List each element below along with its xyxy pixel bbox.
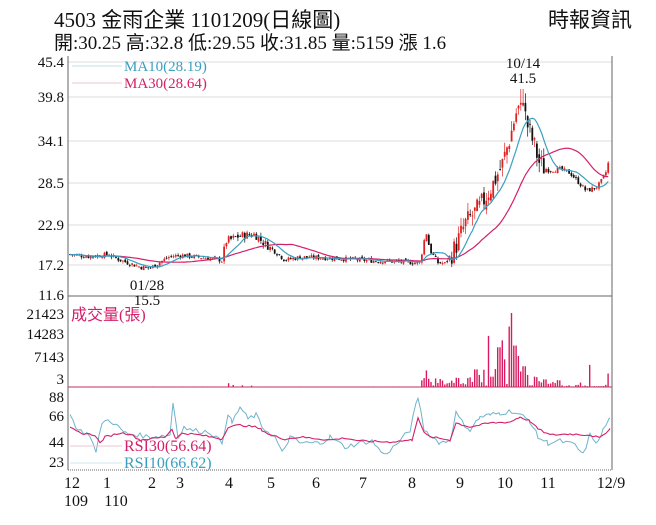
- volume-bars: [69, 313, 609, 387]
- x-tick: 8: [408, 475, 416, 492]
- x-tick: 3: [176, 475, 184, 492]
- high-value-label: 41.5: [510, 71, 536, 87]
- low-value-label: 15.5: [134, 293, 160, 309]
- price-tick: 39.8: [38, 90, 64, 106]
- volume-legend: 成交量(張): [71, 306, 146, 324]
- rsi10-line: [69, 396, 611, 455]
- rsi-tick: 44: [49, 435, 65, 451]
- x-year: 109: [64, 493, 88, 510]
- rsi-tick: 23: [49, 455, 64, 471]
- price-panel: 45.4 39.8 34.1 28.5 22.9 17.2 11.6 MA10(…: [38, 55, 613, 309]
- rsi-panel: 88 66 44 23 RSI30(56.64) RSI10(66.62): [49, 387, 613, 472]
- ma10-legend: MA10(28.19): [124, 59, 207, 75]
- x-tick: 6: [312, 475, 320, 492]
- x-tick: 12: [64, 475, 80, 492]
- ma30-line: [69, 147, 609, 263]
- data-source: 時報資訊: [548, 8, 632, 32]
- x-year: 110: [104, 493, 127, 510]
- high-date-label: 10/14: [506, 56, 541, 72]
- volume-panel: 21423 14283 7143 3 成交量(張): [27, 296, 613, 388]
- volume-tick: 21423: [27, 307, 65, 323]
- x-tick: 2: [148, 475, 156, 492]
- rsi30-line: [69, 416, 611, 444]
- x-tick: 10: [497, 475, 513, 492]
- x-tick: 7: [359, 475, 367, 492]
- volume-tick: 3: [57, 372, 65, 388]
- price-tick: 11.6: [38, 288, 64, 304]
- x-tick: 11: [540, 475, 555, 492]
- x-tick: 4: [225, 475, 233, 492]
- x-tick: 5: [267, 475, 275, 492]
- ma10-line: [69, 117, 609, 268]
- x-tick: 12/9: [597, 475, 625, 492]
- candlesticks: [69, 89, 610, 271]
- volume-tick: 14283: [27, 327, 65, 343]
- price-tick: 17.2: [38, 258, 64, 274]
- low-date-label: 01/28: [130, 278, 164, 294]
- price-tick: 28.5: [38, 176, 64, 192]
- x-tick: 9: [456, 475, 464, 492]
- x-tick: 1: [103, 475, 111, 492]
- ohlc-summary: 開:30.25 高:32.8 低:29.55 收:31.85 量:5159 漲 …: [54, 33, 447, 54]
- rsi-tick: 66: [49, 409, 65, 425]
- price-tick: 45.4: [38, 55, 65, 71]
- rsi30-legend: RSI30(56.64): [124, 438, 212, 455]
- price-tick: 22.9: [38, 218, 64, 234]
- ma30-legend: MA30(28.64): [124, 76, 207, 92]
- x-axis: 12 1 2 3 4 5 6 7 8 9 10 11 12/9 109 110: [64, 475, 625, 510]
- rsi-tick: 88: [49, 390, 64, 406]
- volume-tick: 7143: [34, 350, 64, 366]
- rsi10-legend: RSI10(66.62): [124, 455, 212, 472]
- price-tick: 34.1: [38, 134, 64, 150]
- chart-title: 4503 金雨企業 1101209(日線圖): [54, 8, 341, 32]
